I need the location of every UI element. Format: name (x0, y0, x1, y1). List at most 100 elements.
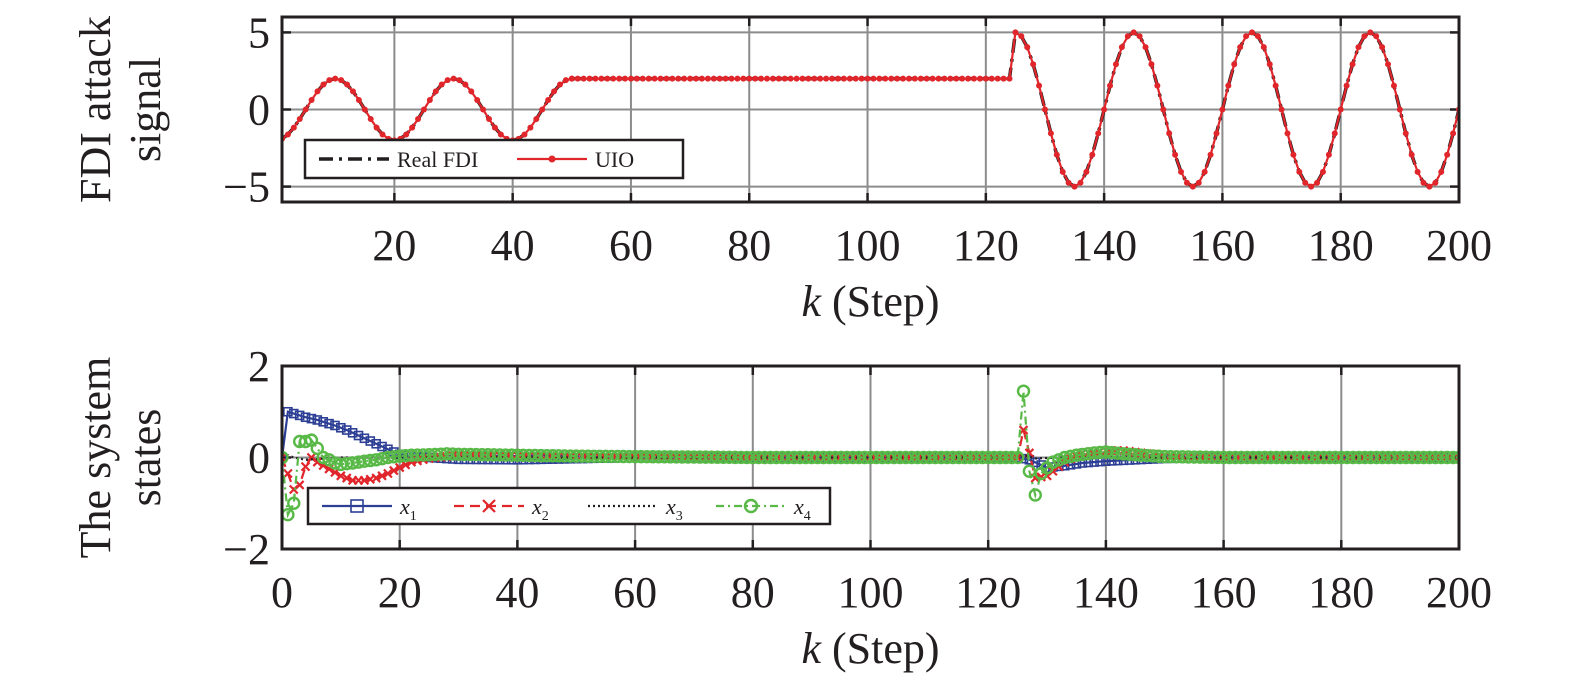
data-point (1438, 168, 1445, 175)
data-point (312, 457, 323, 467)
data-point (548, 155, 556, 163)
y-axis-label: states (121, 409, 170, 507)
data-point (982, 75, 989, 82)
data-point (551, 88, 558, 95)
data-point (728, 75, 735, 82)
data-point (622, 75, 629, 82)
data-point (1266, 61, 1273, 68)
data-point (1053, 151, 1060, 158)
data-point (947, 75, 954, 82)
legend-label: x2 (531, 494, 549, 524)
data-point (994, 75, 1001, 82)
data-point (592, 75, 599, 82)
data-point (365, 436, 376, 446)
data-point (1041, 106, 1048, 113)
data-point (675, 75, 682, 82)
data-point (400, 460, 411, 470)
data-point (1237, 44, 1244, 51)
data-point (758, 75, 765, 82)
data-point (1130, 29, 1137, 36)
data-point (298, 434, 313, 449)
data-point (1024, 44, 1031, 51)
data-point (616, 75, 623, 82)
data-point (306, 413, 317, 424)
x-tick-label: 60 (613, 568, 657, 617)
data-point (645, 75, 652, 82)
data-point (681, 75, 688, 82)
data-point (539, 106, 546, 113)
data-point (693, 75, 700, 82)
data-point (1319, 168, 1326, 175)
x-tick-label: 140 (1073, 568, 1139, 617)
data-point (359, 433, 370, 444)
data-point (1016, 384, 1031, 398)
data-point (296, 116, 303, 123)
data-point (1243, 33, 1250, 40)
data-point (817, 75, 824, 82)
data-point (1047, 130, 1054, 137)
data-point (1225, 82, 1232, 89)
x-axis-label: k (Step) (801, 277, 939, 326)
data-point (1154, 82, 1161, 89)
data-point (1166, 130, 1173, 137)
data-point (888, 75, 895, 82)
x-tick-label: 100 (838, 568, 904, 617)
data-point (965, 75, 972, 82)
y-axis-label: FDI attack (71, 16, 120, 203)
x-tick-label: 120 (953, 221, 1019, 270)
data-point (1314, 179, 1321, 186)
data-point (1379, 44, 1386, 51)
data-point (347, 427, 358, 438)
data-point (1402, 130, 1409, 137)
data-point (377, 441, 387, 452)
data-point (1207, 151, 1214, 158)
x-tick-label: 80 (731, 568, 775, 617)
data-point (324, 418, 334, 429)
data-point (1071, 183, 1078, 190)
data-point (1248, 29, 1255, 36)
data-point (320, 81, 327, 88)
data-point (283, 468, 293, 479)
data-point (308, 96, 315, 103)
data-point (911, 75, 918, 82)
legend-label: Real FDI (397, 147, 478, 172)
data-point (1272, 82, 1279, 89)
data-point (491, 124, 498, 131)
data-point (1284, 130, 1291, 137)
legend-item: UIO (517, 147, 634, 172)
data-point (787, 75, 794, 82)
data-point (444, 77, 451, 84)
data-point (1172, 151, 1179, 158)
data-point (1030, 61, 1037, 68)
data-point (533, 116, 540, 123)
data-point (704, 75, 711, 82)
legend-label: x1 (399, 494, 417, 524)
data-point (1065, 179, 1072, 186)
data-point (574, 75, 581, 82)
data-point (1018, 33, 1025, 40)
data-point (379, 131, 386, 138)
data-point (870, 75, 877, 82)
data-point (373, 124, 380, 131)
data-point (580, 75, 587, 82)
legend-item: Real FDI (319, 147, 478, 172)
data-point (426, 96, 433, 103)
data-point (976, 75, 983, 82)
data-point (568, 75, 575, 82)
data-point (1136, 33, 1143, 40)
data-point (846, 75, 853, 82)
data-point (341, 473, 352, 483)
data-point (1302, 179, 1309, 186)
data-point (377, 471, 387, 481)
data-point (1444, 151, 1451, 158)
data-point (527, 124, 534, 131)
data-point (905, 75, 912, 82)
data-point (1195, 179, 1202, 186)
data-point (371, 473, 381, 483)
data-point (633, 75, 640, 82)
data-point (1089, 151, 1096, 158)
data-point (367, 116, 374, 123)
data-point (480, 106, 487, 113)
data-point (746, 75, 753, 82)
data-point (353, 430, 364, 441)
